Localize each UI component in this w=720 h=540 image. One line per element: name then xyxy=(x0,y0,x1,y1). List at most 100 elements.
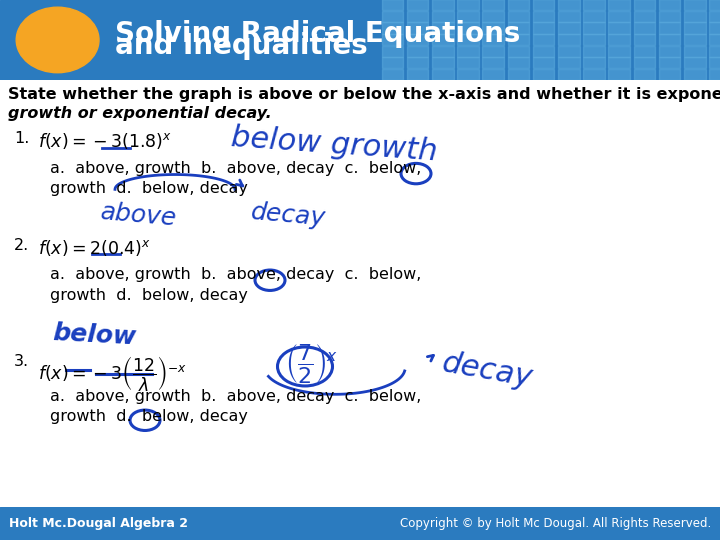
Text: $f(x) = 2(0.4)^x$: $f(x) = 2(0.4)^x$ xyxy=(38,238,151,258)
Bar xyxy=(533,11,554,22)
Text: and Inequalities: and Inequalities xyxy=(115,32,368,60)
Bar xyxy=(558,34,580,45)
Bar xyxy=(583,57,605,69)
Text: below: below xyxy=(52,321,137,349)
Bar xyxy=(457,0,479,10)
Bar xyxy=(634,11,655,22)
Text: above: above xyxy=(100,200,179,231)
Bar xyxy=(558,22,580,33)
Bar xyxy=(533,69,554,80)
Bar xyxy=(533,57,554,69)
Bar xyxy=(508,11,529,22)
Bar xyxy=(684,22,706,33)
Text: decay: decay xyxy=(250,200,327,231)
Bar xyxy=(508,34,529,45)
Bar xyxy=(634,0,655,10)
Text: Solving Radical Equations: Solving Radical Equations xyxy=(115,20,521,48)
Bar xyxy=(432,11,454,22)
Text: Copyright © by Holt Mc Dougal. All Rights Reserved.: Copyright © by Holt Mc Dougal. All Right… xyxy=(400,517,711,530)
Bar xyxy=(382,45,403,57)
Bar xyxy=(583,0,605,10)
Bar xyxy=(482,34,504,45)
Bar xyxy=(533,45,554,57)
Bar xyxy=(659,45,680,57)
Bar xyxy=(508,22,529,33)
Bar xyxy=(508,69,529,80)
Bar xyxy=(382,22,403,33)
Bar xyxy=(482,11,504,22)
Bar xyxy=(457,69,479,80)
Bar xyxy=(659,34,680,45)
Bar xyxy=(634,22,655,33)
Bar xyxy=(482,22,504,33)
Bar xyxy=(583,45,605,57)
Bar xyxy=(457,11,479,22)
Text: growth  d.  below, decay: growth d. below, decay xyxy=(50,409,248,424)
Bar xyxy=(684,69,706,80)
Bar xyxy=(659,22,680,33)
Bar xyxy=(684,0,706,10)
Bar xyxy=(583,11,605,22)
Bar xyxy=(558,57,580,69)
Bar xyxy=(583,34,605,45)
Bar xyxy=(558,11,580,22)
Text: growth  d.  below, decay: growth d. below, decay xyxy=(50,181,248,196)
Bar xyxy=(432,0,454,10)
Bar xyxy=(407,22,428,33)
Bar xyxy=(432,22,454,33)
Bar xyxy=(432,45,454,57)
Text: growth  d.  below, decay: growth d. below, decay xyxy=(50,288,248,302)
Bar xyxy=(709,34,720,45)
Bar xyxy=(634,34,655,45)
Bar xyxy=(407,45,428,57)
Bar xyxy=(382,57,403,69)
Bar xyxy=(709,0,720,10)
Bar xyxy=(634,45,655,57)
Bar xyxy=(608,34,630,45)
Text: $f(x) = -3\left(\dfrac{12}{\lambda}\right)^{-x}$: $f(x) = -3\left(\dfrac{12}{\lambda}\righ… xyxy=(38,354,186,393)
Bar xyxy=(558,69,580,80)
Bar xyxy=(684,45,706,57)
Bar xyxy=(608,57,630,69)
Text: a.  above, growth  b.  above, decay  c.  below,: a. above, growth b. above, decay c. belo… xyxy=(50,160,421,176)
Bar xyxy=(659,11,680,22)
Ellipse shape xyxy=(17,7,99,73)
Bar xyxy=(508,57,529,69)
Text: a.  above, growth  b.  above, decay  c.  below,: a. above, growth b. above, decay c. belo… xyxy=(50,389,421,404)
Bar xyxy=(407,11,428,22)
Bar xyxy=(583,69,605,80)
Bar xyxy=(684,11,706,22)
Bar xyxy=(407,0,428,10)
Bar xyxy=(508,45,529,57)
Bar xyxy=(558,0,580,10)
Bar xyxy=(407,69,428,80)
Bar xyxy=(482,69,504,80)
Bar xyxy=(684,34,706,45)
Bar xyxy=(608,22,630,33)
Text: 2.: 2. xyxy=(14,238,30,253)
Bar xyxy=(608,0,630,10)
Bar xyxy=(482,0,504,10)
Text: $f(x) = -3(1.8)^x$: $f(x) = -3(1.8)^x$ xyxy=(38,131,172,151)
Bar xyxy=(482,57,504,69)
Text: 1.: 1. xyxy=(14,131,30,146)
Bar xyxy=(684,57,706,69)
Bar xyxy=(482,45,504,57)
Bar xyxy=(457,34,479,45)
Bar xyxy=(709,22,720,33)
Bar xyxy=(407,34,428,45)
Text: decay: decay xyxy=(440,349,535,393)
Bar xyxy=(457,22,479,33)
Bar xyxy=(659,69,680,80)
Text: a.  above, growth  b.  above, decay  c.  below,: a. above, growth b. above, decay c. belo… xyxy=(50,267,421,282)
Text: growth or exponential decay.: growth or exponential decay. xyxy=(8,106,271,121)
Text: Holt Mc.Dougal Algebra 2: Holt Mc.Dougal Algebra 2 xyxy=(9,517,188,530)
Text: State whether the graph is above or below the x-axis and whether it is exponenti: State whether the graph is above or belo… xyxy=(8,87,720,103)
Bar xyxy=(533,22,554,33)
Text: 3.: 3. xyxy=(14,354,29,368)
Bar xyxy=(432,34,454,45)
Text: $\left(\dfrac{7}{2}\right)^x$: $\left(\dfrac{7}{2}\right)^x$ xyxy=(285,342,338,386)
Bar xyxy=(709,45,720,57)
Bar xyxy=(508,0,529,10)
Bar xyxy=(709,69,720,80)
